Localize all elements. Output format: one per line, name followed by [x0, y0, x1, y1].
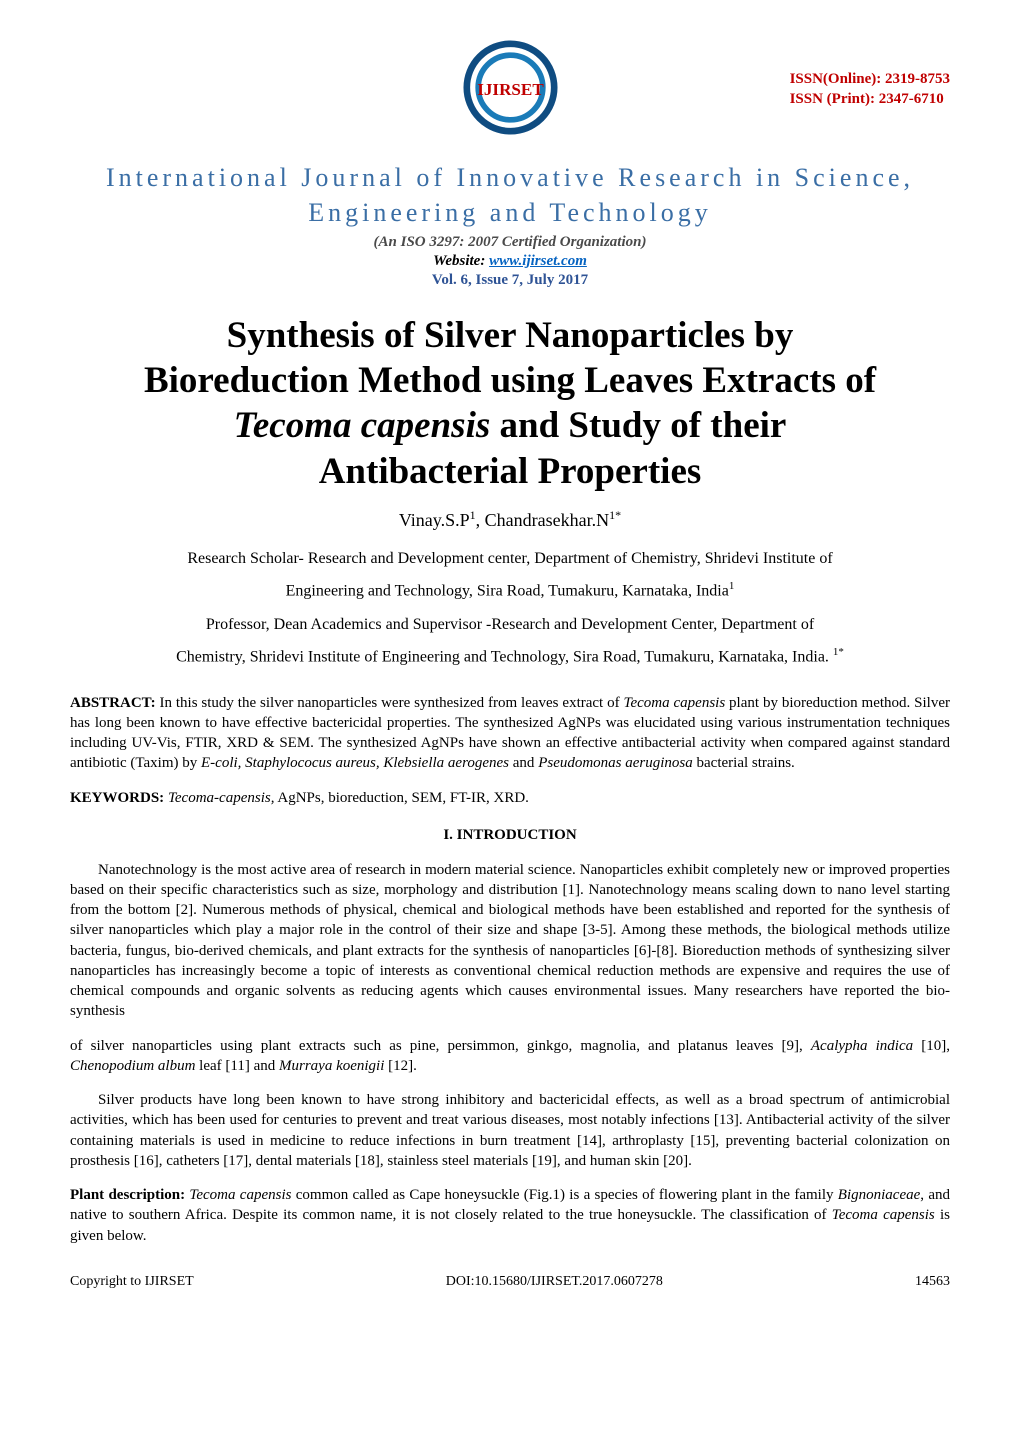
abstract-text-4: bacterial strains. — [693, 755, 795, 771]
footer-page-number: 14563 — [915, 1274, 950, 1290]
keywords-italic: Tecoma-capensis, — [168, 790, 275, 806]
footer-doi: DOI:10.15680/IJIRSET.2017.0607278 — [446, 1274, 663, 1290]
keywords-rest: AgNPs, bioreduction, SEM, FT-IR, XRD. — [274, 790, 528, 806]
aff1-sup: 1 — [729, 580, 735, 592]
author2-sup: 1* — [609, 508, 621, 522]
journal-title-line1: International Journal of Innovative Rese… — [106, 163, 914, 192]
website-line: Website: www.ijirset.com — [70, 253, 950, 270]
volume-line: Vol. 6, Issue 7, July 2017 — [70, 272, 950, 289]
plant-description: Plant description: Tecoma capensis commo… — [70, 1185, 950, 1246]
abstract-italic-1: Tecoma capensis — [624, 695, 726, 711]
abstract-italic-3: Pseudomonas aeruginosa — [538, 755, 693, 771]
intro-para-1b: of silver nanoparticles using plant extr… — [70, 1036, 950, 1077]
authors-line: Vinay.S.P1, Chandrasekhar.N1* — [70, 508, 950, 531]
abstract-text-3: and — [509, 755, 538, 771]
svg-text:IJIRSET: IJIRSET — [477, 80, 544, 99]
author2: , Chandrasekhar.N — [476, 510, 609, 530]
intro-para-2: Silver products have long been known to … — [70, 1090, 950, 1171]
affiliation-2-line2: Chemistry, Shridevi Institute of Enginee… — [70, 643, 950, 672]
title-line3-italic: Tecoma capensis — [234, 405, 491, 446]
website-link[interactable]: www.ijirset.com — [489, 253, 587, 269]
footer-copyright: Copyright to IJIRSET — [70, 1274, 194, 1290]
plant-description-label: Plant description: — [70, 1187, 189, 1203]
journal-logo-icon: IJIRSET — [463, 40, 558, 135]
paper-title: Synthesis of Silver Nanoparticles by Bio… — [70, 313, 950, 494]
intro-para-1: Nanotechnology is the most active area o… — [70, 860, 950, 1022]
keywords-label: KEYWORDS: — [70, 790, 168, 806]
issn-block: ISSN(Online): 2319-8753 ISSN (Print): 23… — [790, 70, 950, 109]
iso-line: (An ISO 3297: 2007 Certified Organizatio… — [70, 234, 950, 251]
abstract: ABSTRACT: In this study the silver nanop… — [70, 693, 950, 774]
title-line4: Antibacterial Properties — [319, 451, 702, 492]
aff2-sup: 1* — [833, 646, 844, 658]
keywords: KEYWORDS: Tecoma-capensis, AgNPs, biored… — [70, 790, 950, 807]
section-1-heading: I. INTRODUCTION — [70, 827, 950, 844]
title-line2: Bioreduction Method using Leaves Extract… — [144, 360, 876, 401]
abstract-italic-2: E-coli, Staphylococus aureus, Klebsiella… — [201, 755, 509, 771]
website-prefix: Website: — [433, 253, 489, 269]
abstract-label: ABSTRACT: — [70, 695, 159, 711]
affiliation-1-line1: Research Scholar- Research and Developme… — [70, 545, 950, 574]
affiliation-1-line2: Engineering and Technology, Sira Road, T… — [70, 577, 950, 606]
header: IJIRSET ISSN(Online): 2319-8753 ISSN (Pr… — [70, 40, 950, 135]
journal-title: International Journal of Innovative Rese… — [70, 160, 950, 230]
abstract-text-1: In this study the silver nanoparticles w… — [159, 695, 623, 711]
title-line1: Synthesis of Silver Nanoparticles by — [227, 315, 794, 356]
author1: Vinay.S.P — [399, 510, 470, 530]
affiliation-2-line1: Professor, Dean Academics and Supervisor… — [70, 611, 950, 640]
issn-online: ISSN(Online): 2319-8753 — [790, 70, 950, 90]
footer: Copyright to IJIRSET DOI:10.15680/IJIRSE… — [70, 1274, 950, 1290]
journal-title-line2: Engineering and Technology — [308, 198, 712, 227]
issn-print: ISSN (Print): 2347-6710 — [790, 90, 950, 110]
title-line3-rest: and Study of their — [490, 405, 786, 446]
